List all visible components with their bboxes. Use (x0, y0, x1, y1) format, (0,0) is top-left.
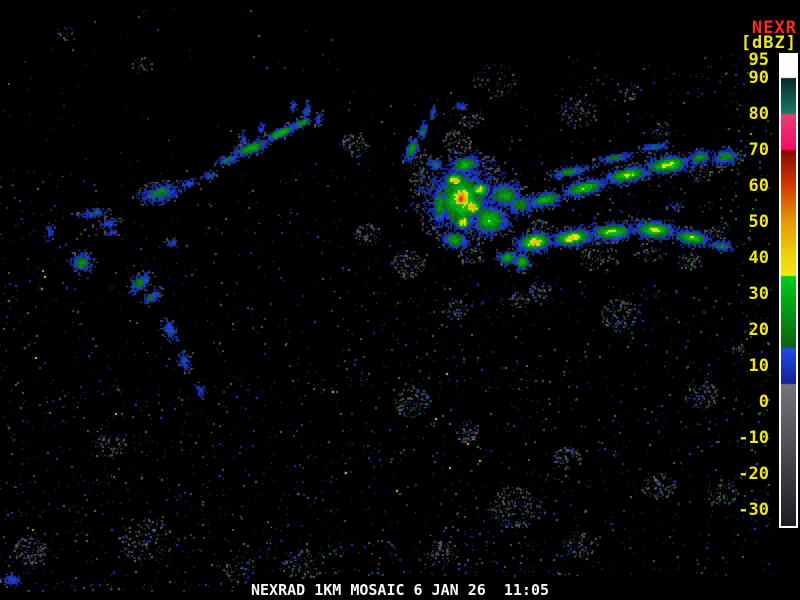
colorbar (779, 53, 798, 528)
colorbar-tick-60: 60 (748, 176, 769, 196)
colorbar-tick-95: 95 (748, 50, 769, 70)
colorbar-gradient (781, 55, 796, 526)
colorbar-tick-50: 50 (748, 212, 769, 232)
colorbar-tick-70: 70 (748, 140, 769, 160)
colorbar-tick-30: 30 (748, 284, 769, 304)
colorbar-tick-80: 80 (748, 104, 769, 124)
units-label: [dBZ] (740, 33, 797, 53)
colorbar-tick-10: 10 (748, 356, 769, 376)
colorbar-tick-90: 90 (748, 68, 769, 88)
colorbar-tick--20: -20 (738, 464, 769, 484)
colorbar-tick-0: 0 (758, 392, 769, 412)
colorbar-tick--30: -30 (738, 500, 769, 520)
colorbar-tick--10: -10 (738, 428, 769, 448)
timestamp-caption: NEXRAD 1KM MOSAIC 6 JAN 26 11:05 (250, 581, 550, 599)
colorbar-tick-20: 20 (748, 320, 769, 340)
colorbar-tick-40: 40 (748, 248, 769, 268)
product-title: NEXR (752, 18, 797, 38)
